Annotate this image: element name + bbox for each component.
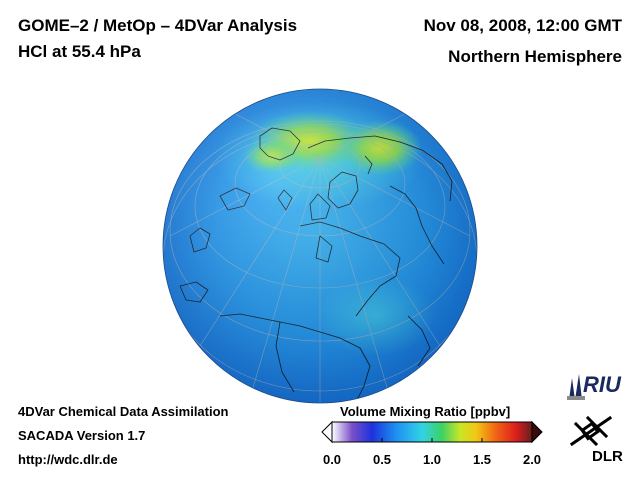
colorbar-max-arrow [531, 420, 543, 444]
dlr-logo-icon [569, 415, 613, 447]
riu-logo-mark [567, 374, 585, 400]
footer-line-2: SACADA Version 1.7 [18, 428, 146, 443]
colorbar-min-arrow [321, 420, 333, 444]
footer-line-1: 4DVar Chemical Data Assimilation [18, 404, 229, 419]
riu-logo-text: RIU [583, 372, 621, 397]
colorbar-tick-label: 1.5 [472, 452, 492, 467]
map-date: Nov 08, 2008, 12:00 GMT [423, 16, 622, 35]
map-subtitle: HCl at 55.4 hPa [18, 42, 141, 61]
globe-map [162, 88, 478, 404]
colorbar-title: Volume Mixing Ratio [ppbv] [340, 404, 511, 419]
colorbar [321, 420, 543, 444]
dlr-logo-text: DLR [592, 448, 623, 465]
colorbar-tick-label: 2.0 [522, 452, 542, 467]
map-region: Northern Hemisphere [448, 47, 622, 66]
colorbar-tick-label: 1.0 [422, 452, 442, 467]
colorbar-tick-label: 0.5 [372, 452, 392, 467]
footer-url: http://wdc.dlr.de [18, 452, 118, 467]
map-title: GOME–2 / MetOp – 4DVar Analysis [18, 16, 298, 35]
colorbar-tick-label: 0.0 [322, 452, 342, 467]
